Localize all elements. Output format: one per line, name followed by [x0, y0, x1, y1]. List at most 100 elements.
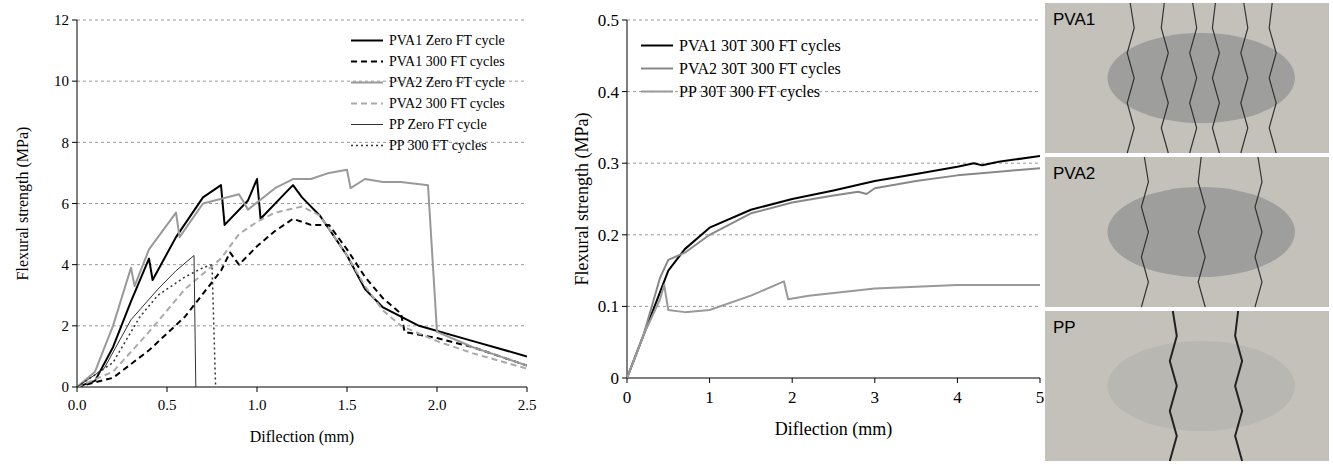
- x-tick: [1040, 378, 1041, 383]
- x-tick: [709, 378, 710, 383]
- x-tick-label: 3: [871, 388, 880, 407]
- x-tick-label: 0: [623, 388, 632, 407]
- legend-label: PVA1 300 FT cycles: [389, 54, 505, 69]
- y-tick-label: 0.3: [598, 154, 619, 173]
- y-tick: [72, 264, 77, 265]
- figure: 0246810120.00.51.01.52.02.5Diflection (m…: [0, 0, 1333, 464]
- y-axis-title: Flexural strength (MPa): [14, 127, 32, 281]
- legend-label: PVA2 Zero FT cycle: [389, 75, 505, 90]
- y-tick: [622, 163, 627, 164]
- legend-label: PVA2 30T 300 FT cycles: [679, 60, 841, 78]
- grid-line: [627, 306, 1040, 307]
- y-tick: [622, 234, 627, 235]
- legend-label: PP 30T 300 FT cycles: [679, 83, 820, 101]
- series-line: [77, 207, 527, 387]
- legend-label: PVA1 Zero FT cycle: [389, 33, 505, 48]
- grid-line: [77, 325, 527, 326]
- photo-label: PVA1: [1053, 10, 1095, 29]
- photo: PP: [1045, 311, 1329, 461]
- x-tick-label: 1.5: [338, 397, 357, 413]
- photo-label: PP: [1053, 318, 1076, 337]
- legend-label: PVA2 300 FT cycles: [389, 96, 505, 111]
- photo-shade: [1107, 341, 1294, 431]
- x-tick-label: 2.5: [518, 397, 537, 413]
- crack: [1161, 3, 1168, 153]
- photo-label: PVA2: [1053, 164, 1095, 183]
- legend-swatch: [641, 68, 673, 70]
- x-tick: [347, 387, 348, 392]
- series-group: [77, 170, 527, 387]
- y-tick: [622, 20, 627, 21]
- series-line: [627, 156, 1040, 378]
- photo-bg: [1045, 157, 1329, 307]
- y-tick: [622, 378, 627, 379]
- x-axis-title: Diflection (mm): [775, 419, 892, 440]
- x-axis-title: Diflection (mm): [250, 428, 354, 446]
- x-tick: [627, 378, 628, 383]
- x-tick: [957, 378, 958, 383]
- x-tick: [437, 387, 438, 392]
- x-tick-label: 1.0: [248, 397, 267, 413]
- y-tick-label: 6: [62, 196, 70, 212]
- series-line: [77, 179, 527, 387]
- panel-0: 0246810120.00.51.01.52.02.5Diflection (m…: [14, 12, 536, 446]
- x-tick: [874, 378, 875, 383]
- crack: [1269, 3, 1276, 153]
- x-tick: [527, 387, 528, 392]
- y-tick-label: 0: [62, 379, 70, 395]
- y-tick-label: 4: [62, 257, 70, 273]
- x-tick: [792, 378, 793, 383]
- x-tick-label: 4: [953, 388, 962, 407]
- y-tick-label: 0.2: [598, 226, 619, 245]
- y-tick: [72, 203, 77, 204]
- photo-shade: [1107, 33, 1294, 123]
- series-line: [77, 265, 216, 387]
- grid-line: [77, 203, 527, 204]
- y-tick-label: 0.4: [598, 83, 620, 102]
- crack: [1190, 3, 1197, 153]
- legend: PVA1 30T 300 FT cyclesPVA2 30T 300 FT cy…: [641, 37, 841, 101]
- x-axis: [77, 387, 527, 388]
- legend-swatch: [351, 124, 383, 125]
- y-tick-label: 2: [62, 318, 70, 334]
- legend-swatch: [351, 40, 383, 42]
- crack: [1241, 3, 1248, 153]
- x-tick: [257, 387, 258, 392]
- series-line: [77, 170, 527, 387]
- x-tick: [167, 387, 168, 392]
- legend: PVA1 Zero FT cycle PVA1 300 FT cycles PVA2…: [351, 33, 505, 153]
- x-tick-label: 5: [1036, 388, 1045, 407]
- y-tick: [72, 387, 77, 388]
- y-axis: [627, 20, 628, 378]
- grid-line: [627, 20, 1040, 21]
- y-tick-label: 10: [54, 73, 69, 89]
- legend-swatch: [641, 45, 673, 47]
- y-tick: [622, 306, 627, 307]
- y-tick: [72, 142, 77, 143]
- series-line: [77, 219, 527, 387]
- grid-line: [77, 264, 527, 265]
- legend-swatch: [351, 145, 383, 147]
- series-group: [627, 156, 1040, 378]
- y-tick-label: 0: [611, 369, 620, 388]
- y-tick-label: 0.5: [598, 11, 619, 30]
- crack: [1198, 157, 1205, 307]
- y-tick: [72, 81, 77, 82]
- y-axis: [77, 20, 78, 387]
- photo: PVA2: [1045, 157, 1329, 307]
- crack: [1127, 3, 1134, 153]
- x-tick-label: 0.0: [68, 397, 87, 413]
- legend-swatch: [351, 82, 383, 84]
- crack: [1170, 311, 1177, 461]
- photo-shade: [1107, 187, 1294, 277]
- crack: [1255, 157, 1262, 307]
- x-axis: [627, 378, 1040, 379]
- y-tick: [622, 91, 627, 92]
- x-tick-label: 2: [788, 388, 797, 407]
- x-tick-label: 2.0: [428, 397, 447, 413]
- legend-swatch: [351, 61, 383, 63]
- crack: [1212, 3, 1219, 153]
- x-tick-label: 1: [705, 388, 714, 407]
- series-line: [627, 281, 1040, 378]
- photo-bg: [1045, 3, 1329, 153]
